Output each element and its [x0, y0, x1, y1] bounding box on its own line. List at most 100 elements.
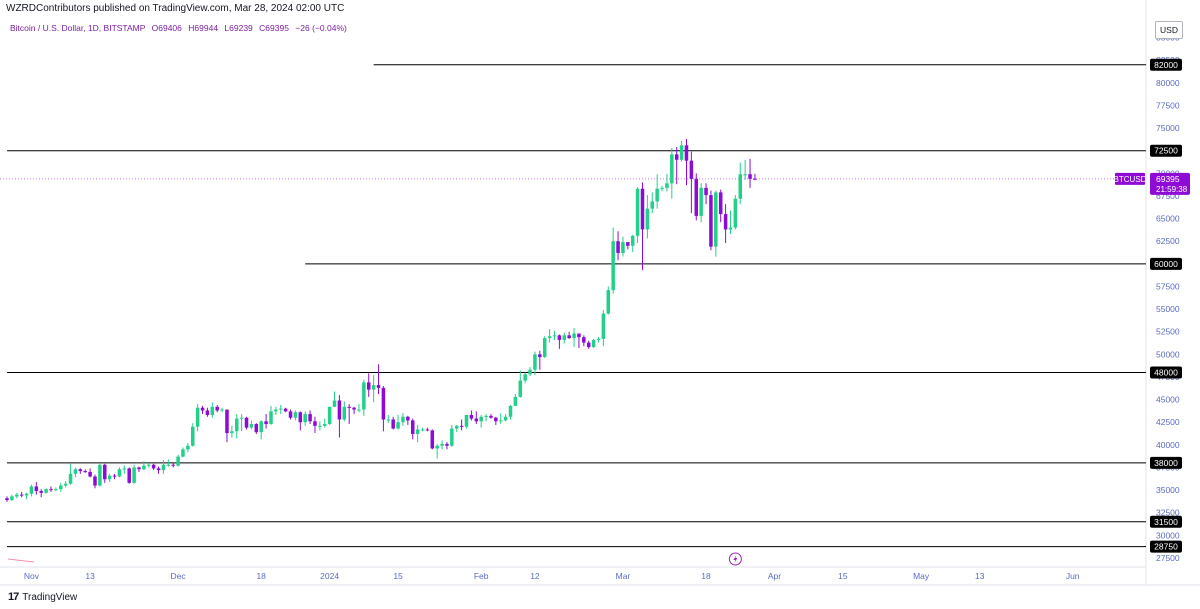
candle-down — [78, 468, 83, 474]
time-tick-label: Feb — [474, 571, 489, 581]
level-label: 48000 — [1154, 367, 1178, 377]
candle-down — [103, 463, 107, 483]
candles — [5, 138, 757, 502]
price-axis[interactable]: 2750030000325003500037500400004250045000… — [1156, 33, 1180, 563]
candle-body — [743, 174, 747, 176]
candle-body — [645, 208, 650, 230]
candle-body — [704, 187, 708, 196]
time-tick-label: 2024 — [320, 571, 339, 581]
candle-body — [694, 178, 699, 216]
candle-body — [582, 337, 586, 343]
candle-up — [547, 329, 552, 343]
candle-body — [547, 336, 552, 339]
scroll-indicator — [7, 558, 35, 563]
candle-down — [308, 410, 312, 425]
candle-body — [626, 242, 630, 246]
candle-body — [508, 405, 513, 417]
candle-body — [142, 465, 146, 470]
candle-body — [562, 335, 567, 340]
candle-body — [718, 192, 723, 215]
candle-body — [117, 469, 122, 477]
candle-down — [469, 410, 474, 421]
candle-body — [523, 374, 527, 381]
candle-up — [44, 488, 48, 494]
candle-up — [606, 286, 611, 315]
candle-up — [278, 405, 283, 415]
candle-down — [582, 335, 586, 347]
last-price-label-bg — [1150, 172, 1190, 195]
candle-up — [679, 140, 684, 162]
candle-body — [264, 421, 268, 425]
price-tick-label: 52500 — [1156, 327, 1180, 337]
candle-body — [308, 414, 312, 422]
candle-body — [401, 416, 405, 423]
candle-body — [186, 445, 190, 450]
candle-body — [288, 411, 293, 418]
candle-body — [132, 467, 136, 483]
candle-body — [723, 214, 728, 230]
level-label: 38000 — [1154, 458, 1178, 468]
candle-down — [200, 405, 205, 415]
candle-body — [254, 424, 259, 433]
candle-body — [357, 409, 361, 411]
candle-body — [234, 418, 239, 432]
candle-body — [205, 410, 210, 415]
candle-body — [479, 416, 483, 422]
ohlc-high: H69944 — [188, 23, 219, 33]
chart-extras — [7, 552, 742, 566]
candle-up — [611, 227, 615, 294]
candle-down — [406, 415, 410, 425]
level-label-bg — [1150, 144, 1182, 157]
level-label: 82000 — [1154, 60, 1178, 70]
candle-body — [498, 420, 503, 422]
tradingview-logo-icon: 17 — [8, 591, 19, 603]
candle-body — [122, 468, 127, 470]
time-axis[interactable]: Nov 13 Dec 18 2024 15 Feb 12 Mar 18 Apr 15 May 13 Jun — [24, 571, 1080, 581]
time-tick-label: Apr — [768, 571, 781, 581]
candle-body — [337, 400, 342, 420]
candle-down — [347, 404, 351, 425]
price-tick-label: 50000 — [1156, 349, 1180, 359]
candle-body — [635, 188, 640, 236]
candle-down — [205, 407, 210, 417]
candle-body — [342, 406, 347, 420]
candle-body — [166, 464, 171, 466]
candle-up — [743, 159, 747, 180]
level-label-bg — [1150, 540, 1182, 553]
candle-body — [147, 464, 151, 466]
candle-body — [244, 417, 249, 428]
symbol-name: Bitcoin / U.S. Dollar, 1D, BITSTAMP — [10, 23, 146, 33]
candle-down — [254, 423, 259, 434]
candle-up — [132, 464, 136, 484]
time-tick-label: 15 — [393, 571, 403, 581]
candle-up — [621, 236, 625, 257]
candle-up — [523, 372, 527, 384]
candle-up — [572, 328, 576, 348]
candle-up — [591, 338, 596, 349]
candle-down — [137, 466, 141, 472]
candle-body — [366, 382, 371, 390]
price-tick-label: 40000 — [1156, 440, 1180, 450]
ohlc-change: −26 (−0.04%) — [295, 23, 347, 33]
candle-body — [494, 417, 498, 422]
candle-up — [552, 330, 557, 340]
candle-body — [660, 187, 664, 189]
candle-down — [567, 331, 571, 339]
candle-up — [513, 394, 518, 406]
candle-down — [151, 463, 156, 471]
ohlc-low: L69239 — [224, 23, 253, 33]
candle-body — [54, 489, 58, 491]
candle-up — [259, 420, 263, 440]
candle-down — [88, 468, 92, 478]
level-label-bg — [1150, 366, 1182, 379]
candle-body — [362, 382, 366, 410]
candle-up — [518, 370, 523, 398]
candle-up — [234, 414, 239, 439]
currency-selector[interactable]: USD — [1155, 21, 1183, 39]
candle-body — [586, 342, 591, 348]
candle-body — [552, 335, 557, 337]
candle-down — [626, 242, 630, 250]
candle-body — [24, 493, 29, 496]
candle-up — [161, 460, 166, 474]
